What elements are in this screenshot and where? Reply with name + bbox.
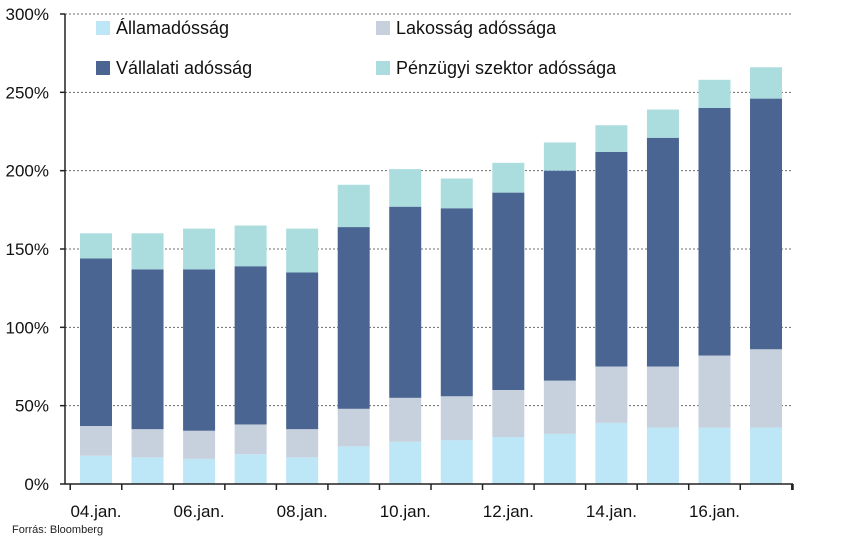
bar-segment bbox=[750, 427, 783, 484]
bar-segment bbox=[595, 422, 628, 484]
bar-segment bbox=[750, 98, 783, 350]
legend-swatch bbox=[96, 61, 110, 75]
bar-segment bbox=[750, 349, 783, 428]
bar-segment bbox=[234, 424, 267, 455]
bar-segment bbox=[440, 440, 473, 484]
bar-segment bbox=[131, 429, 164, 458]
x-tick-label: 10.jan. bbox=[380, 502, 431, 521]
legend-label: Államadósság bbox=[116, 18, 229, 38]
legend-swatch bbox=[96, 21, 110, 35]
bar-segment bbox=[286, 228, 319, 273]
bar-segment bbox=[595, 366, 628, 423]
bar-segment bbox=[440, 396, 473, 441]
legend-label: Pénzügyi szektor adóssága bbox=[396, 58, 617, 78]
x-tick-label: 12.jan. bbox=[483, 502, 534, 521]
bar-segment bbox=[389, 169, 422, 207]
bar-segment bbox=[543, 433, 576, 484]
source-note: Forrás: Bloomberg bbox=[12, 524, 104, 536]
y-tick-label: 250% bbox=[6, 83, 49, 102]
bar-segment bbox=[543, 142, 576, 171]
y-tick-label: 0% bbox=[24, 475, 49, 494]
legend-label: Vállalati adósság bbox=[116, 58, 252, 78]
bar-segment bbox=[234, 266, 267, 425]
bar-segment bbox=[131, 269, 164, 430]
bar-segment bbox=[750, 67, 783, 99]
bar-segment bbox=[183, 269, 216, 431]
y-tick-label: 150% bbox=[6, 240, 49, 259]
y-tick-label: 200% bbox=[6, 162, 49, 181]
bar-segment bbox=[543, 380, 576, 434]
bar-segment bbox=[286, 457, 319, 484]
bar-segment bbox=[80, 258, 112, 427]
x-tick-label: 16.jan. bbox=[689, 502, 740, 521]
bar-segment bbox=[646, 427, 679, 484]
bar-segment bbox=[337, 184, 370, 228]
y-tick-label: 100% bbox=[6, 318, 49, 337]
bar-segment bbox=[183, 458, 216, 484]
bar-segment bbox=[698, 108, 731, 356]
bar-segment bbox=[698, 79, 731, 108]
bars bbox=[80, 67, 783, 484]
x-tick-label: 08.jan. bbox=[277, 502, 328, 521]
bar-segment bbox=[492, 437, 525, 484]
bar-segment bbox=[286, 272, 319, 430]
x-tick-label: 06.jan. bbox=[174, 502, 225, 521]
bar-segment bbox=[286, 429, 319, 458]
x-tick-label: 04.jan. bbox=[70, 502, 121, 521]
bar-segment bbox=[698, 355, 731, 428]
bar-segment bbox=[234, 225, 267, 267]
bar-segment bbox=[389, 441, 422, 484]
bar-segment bbox=[440, 208, 473, 397]
bar-segment bbox=[492, 192, 525, 390]
bar-segment bbox=[80, 233, 112, 259]
bar-segment bbox=[131, 457, 164, 484]
legend: Államadósság Lakosság adóssága Vállalati a… bbox=[96, 18, 617, 78]
bar-segment bbox=[492, 390, 525, 437]
bar-segment bbox=[131, 233, 164, 270]
bar-segment bbox=[595, 151, 628, 367]
y-tick-label: 50% bbox=[15, 397, 49, 416]
bar-segment bbox=[646, 137, 679, 367]
legend-swatch bbox=[376, 21, 390, 35]
bar-segment bbox=[80, 426, 112, 456]
bar-segment bbox=[183, 228, 216, 270]
bar-segment bbox=[440, 178, 473, 209]
bar-segment bbox=[595, 125, 628, 152]
axes: 0% 50% 100% 150% 200% 250% 300% 04.jan. 06.jan. 0… bbox=[6, 5, 794, 521]
y-tick-label: 300% bbox=[6, 5, 49, 24]
bar-segment bbox=[646, 109, 679, 138]
bar-segment bbox=[234, 454, 267, 484]
bar-segment bbox=[183, 430, 216, 459]
bar-segment bbox=[337, 446, 370, 484]
bar-segment bbox=[389, 206, 422, 398]
bar-segment bbox=[389, 397, 422, 442]
bar-segment bbox=[543, 170, 576, 381]
bar-segment bbox=[337, 408, 370, 447]
bar-segment bbox=[646, 366, 679, 428]
bar-segment bbox=[698, 427, 731, 484]
legend-swatch bbox=[376, 61, 390, 75]
bar-segment bbox=[80, 455, 112, 484]
bar-segment bbox=[337, 227, 370, 409]
bar-segment bbox=[492, 162, 525, 193]
legend-label: Lakosság adóssága bbox=[396, 18, 557, 38]
x-tick-label: 14.jan. bbox=[586, 502, 637, 521]
